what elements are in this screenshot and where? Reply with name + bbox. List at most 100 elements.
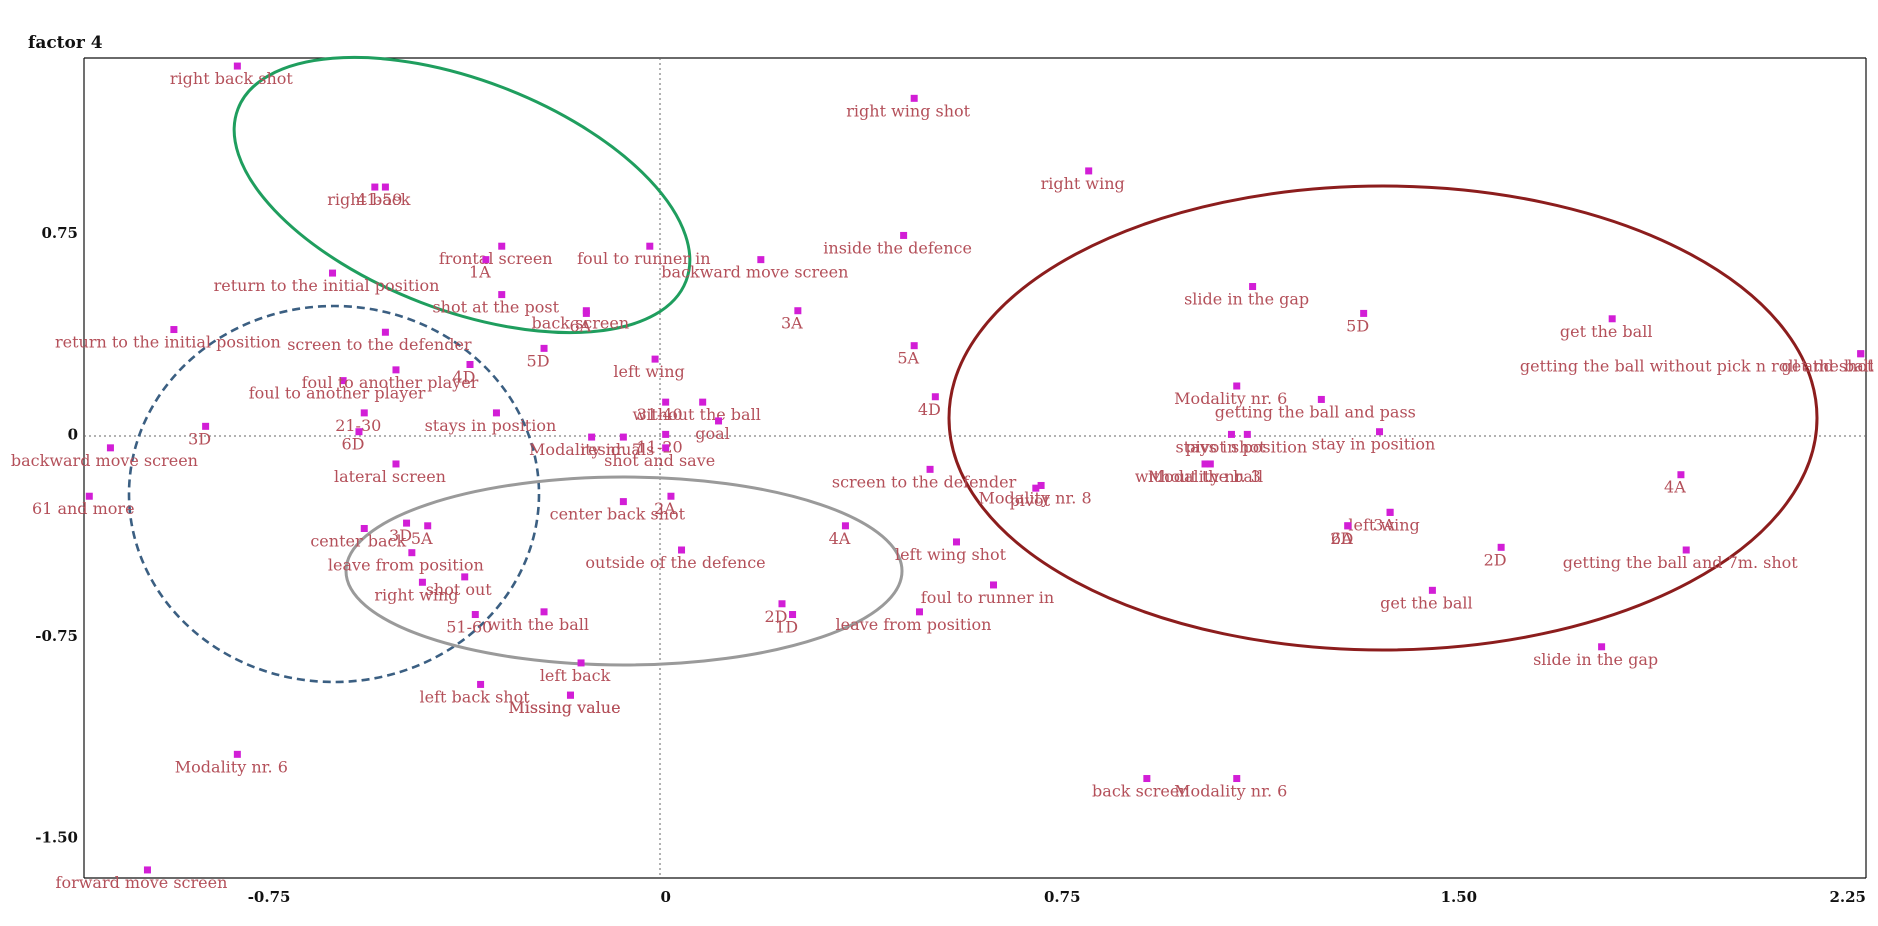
data-point-marker	[408, 549, 416, 557]
data-point-label: return to the initial position	[214, 276, 440, 295]
data-point-label: 5A	[897, 349, 919, 368]
blue-cluster-ellipse	[127, 304, 541, 684]
data-point-label: 5D	[1346, 316, 1369, 335]
data-point-marker	[757, 256, 765, 264]
data-point-label: 1A	[469, 263, 491, 282]
data-points: right back shot right wing shot right back…	[11, 62, 1874, 892]
data-point-label: 4D	[453, 367, 476, 386]
y-tick-label: -1.50	[35, 829, 78, 847]
data-point-label: lateral screen	[334, 467, 446, 486]
data-point-label: Missing value	[508, 698, 620, 717]
data-point-label: Modality nr. 6	[1174, 389, 1287, 408]
data-point-marker	[619, 433, 627, 441]
x-tick-label: -0.75	[248, 888, 291, 906]
darkred-cluster-ellipse	[947, 184, 1819, 652]
data-point-marker	[1037, 481, 1045, 489]
data-point-marker	[1344, 522, 1352, 530]
data-point-marker	[1032, 484, 1040, 492]
data-point-marker	[646, 242, 654, 250]
data-point-marker	[1857, 350, 1865, 358]
data-point-label: 5A	[411, 529, 433, 548]
data-point-marker	[498, 291, 506, 299]
data-point-label: slide in the gap	[1533, 650, 1658, 669]
data-point-marker	[461, 573, 469, 581]
data-point-label: 3D	[389, 526, 412, 545]
data-point-label: get the ball	[1781, 357, 1874, 376]
data-point-marker	[1249, 283, 1257, 291]
data-point-label: 41-59	[356, 190, 402, 209]
data-point-label: shot at the post	[432, 298, 559, 317]
data-point-label: get the ball	[1380, 593, 1473, 612]
data-point-marker	[424, 522, 432, 530]
data-point-label: 3D	[188, 429, 211, 448]
data-point-label: getting the ball and 7m. shot	[1563, 553, 1799, 572]
data-point-label: screen to the defender	[832, 472, 1017, 491]
data-point-label: without the ball	[1135, 467, 1263, 486]
data-point-marker	[1677, 471, 1685, 479]
data-point-marker	[1201, 460, 1209, 468]
data-point-marker	[1608, 315, 1616, 323]
data-point-label: center back shot	[550, 505, 686, 524]
data-point-label: foul to runner in	[577, 249, 710, 268]
data-point-label: goal	[695, 424, 730, 443]
data-point-marker	[931, 393, 939, 401]
cluster-ellipses	[127, 55, 1819, 684]
data-point-label: right wing shot	[846, 101, 970, 120]
data-point-marker	[1376, 428, 1384, 436]
data-point-marker	[1233, 382, 1241, 390]
data-point-marker	[466, 360, 474, 368]
data-point-label: residuals	[580, 440, 654, 459]
data-point-marker	[926, 465, 934, 473]
green-cluster-ellipse	[232, 55, 692, 335]
data-point-label: 6A	[1331, 529, 1353, 548]
data-point-marker	[1386, 508, 1394, 516]
x-tick-label: 0	[660, 888, 670, 906]
data-point-label: 4D	[918, 400, 941, 419]
data-point-label: outside of the defence	[585, 553, 765, 572]
data-point-label: Modality nr. 3	[1148, 467, 1261, 486]
data-point-marker	[143, 866, 151, 874]
data-point-label: 2D	[1330, 529, 1353, 548]
data-point-marker	[1497, 543, 1505, 551]
data-point-label: Modality nr. 6	[175, 757, 288, 776]
data-point-marker	[778, 600, 786, 608]
data-point-marker	[371, 183, 379, 191]
data-point-label: left back shot	[420, 687, 531, 706]
data-point-marker	[588, 433, 596, 441]
data-point-label: 61 and more	[32, 499, 135, 518]
data-point-label: back screen	[532, 314, 630, 333]
data-point-label: left wing	[1348, 515, 1419, 534]
data-point-marker	[381, 183, 389, 191]
data-point-label: right wing	[374, 585, 458, 604]
data-point-label: stay in position	[1312, 435, 1436, 454]
data-point-marker	[106, 444, 114, 452]
data-point-marker	[619, 498, 627, 506]
data-point-marker	[794, 307, 802, 315]
data-point-marker	[1360, 309, 1368, 317]
data-point-label: 21-30	[335, 416, 381, 435]
data-point-marker	[403, 519, 411, 527]
data-point-label: without the ball	[633, 405, 761, 424]
data-point-label: getting the ball and pass	[1215, 402, 1416, 421]
data-point-label: 51-60	[446, 618, 492, 637]
data-point-label: 6A	[569, 316, 591, 335]
data-point-marker	[360, 409, 368, 417]
data-point-label: backward move screen	[661, 263, 848, 282]
data-point-marker	[355, 428, 363, 436]
data-point-marker	[910, 342, 918, 350]
data-point-label: Modality nr. 6	[1174, 782, 1287, 801]
data-point-label: 11-20	[637, 437, 683, 456]
data-point-marker	[1143, 775, 1151, 783]
data-point-label: Modality nr. 8	[979, 488, 1092, 507]
data-point-label: 2A	[654, 499, 676, 518]
data-point-marker	[471, 611, 479, 619]
data-point-label: 3A	[781, 314, 803, 333]
gray-cluster-ellipse	[344, 475, 904, 667]
data-point-label: Modality nr. 7	[529, 440, 642, 459]
data-point-label: backward move screen	[11, 451, 198, 470]
data-point-label: foul to another player	[249, 384, 426, 403]
data-point-label: stays in position	[1175, 437, 1307, 456]
data-point-marker	[715, 417, 723, 425]
data-point-label: 31-40	[637, 405, 683, 424]
data-point-marker	[678, 546, 686, 554]
